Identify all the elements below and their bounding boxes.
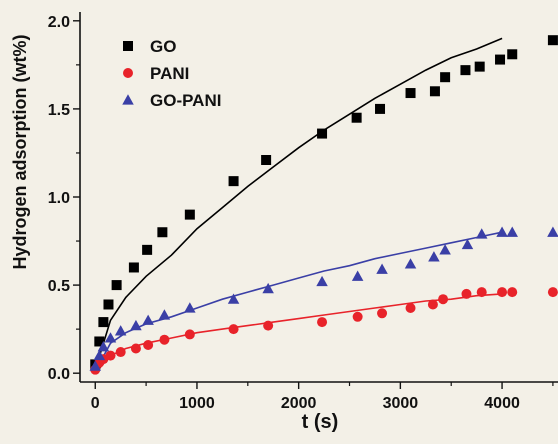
data-point-pani [438,294,449,305]
data-point-pani [159,334,170,345]
data-point-go [94,336,105,347]
data-point-go-pani [404,258,417,269]
data-point-go-pani [89,360,102,371]
data-point-pani [377,308,388,319]
data-point-pani [405,303,416,313]
data-point-go [98,317,109,328]
data-point-pani [130,343,141,354]
data-point-go-pani [351,270,364,281]
x-tick-label: 0 [91,395,100,412]
data-point-go-pani [376,263,388,274]
x-tick-label: 4000 [484,395,520,412]
data-point-go [103,299,114,310]
legend: GO PANI GO-PANI [122,37,221,110]
data-point-go-pani [475,228,488,239]
fit-line-go-pani [94,231,503,372]
data-point-pani [352,311,363,322]
data-point-go-pani [461,238,474,250]
data-point-pani [547,287,558,298]
data-point-go-pani [227,293,240,304]
data-point-go-pani [506,226,518,237]
data-point-go-pani [104,332,117,343]
data-point-go [429,86,440,97]
data-point-go-pani [158,309,171,320]
legend-label-go: GO [150,37,176,56]
x-tick-label: 3000 [383,395,419,412]
y-tick-label: 2.0 [48,14,70,31]
data-point-pani [317,317,328,328]
data-point-go [351,112,362,123]
data-point-go-pani [439,244,451,255]
data-point-go [228,176,239,187]
data-point-go-pani [114,325,127,336]
data-point-go [111,280,122,291]
data-point-go [375,103,386,114]
data-point-pani [497,287,508,298]
data-point-go [547,35,558,46]
legend-marker-go [123,41,133,51]
data-points [89,35,558,375]
data-point-pani [263,320,274,331]
data-point-go-pani [428,251,440,262]
legend-label-go-pani: GO-PANI [150,91,221,110]
legend-label-pani: PANI [150,64,189,83]
x-tick-label: 2000 [281,395,317,412]
data-point-pani [507,287,518,298]
data-point-go [507,49,518,60]
data-point-go-pani [316,275,328,287]
data-point-go [317,128,328,139]
data-point-pani [143,340,154,350]
data-point-go-pani [262,282,274,294]
data-point-pani [461,288,472,299]
data-point-pani [427,299,438,310]
data-point-go [474,61,485,72]
data-point-go [405,88,416,99]
data-point-pani [228,324,239,335]
data-point-go [460,65,471,76]
data-point-go-pani [496,226,508,237]
data-point-go-pani [130,319,142,331]
fit-line-go [94,37,503,370]
y-tick-label: 0.0 [48,366,70,383]
y-tick-label: 1.5 [48,102,70,119]
data-point-go-pani [97,341,110,352]
data-point-pani [105,350,116,361]
legend-marker-pani [123,68,133,78]
data-point-pani [115,347,126,358]
data-point-go [184,209,195,220]
y-tick-label: 0.5 [48,278,70,295]
data-point-go [157,227,168,238]
data-point-go-pani [142,314,154,325]
x-tick-label: 1000 [179,395,215,412]
data-point-pani [476,287,487,298]
data-point-go-pani [547,226,558,237]
data-point-go [440,72,451,83]
data-point-go-pani [93,349,106,361]
data-point-go [142,244,153,255]
data-point-go [495,54,506,65]
data-point-pani [184,329,195,340]
y-axis-label: Hydrogen adsorption (wt%) [10,35,30,270]
x-axis-label: t (s) [302,411,339,433]
data-point-go-pani [184,302,196,313]
axes: 0 1000 2000 3000 4000 0.0 0.5 1.0 1.5 2.0 [48,12,558,412]
legend-marker-go-pani [122,94,134,105]
data-point-go [128,262,139,273]
y-tick-label: 1.0 [48,190,70,207]
data-point-go [261,155,272,165]
